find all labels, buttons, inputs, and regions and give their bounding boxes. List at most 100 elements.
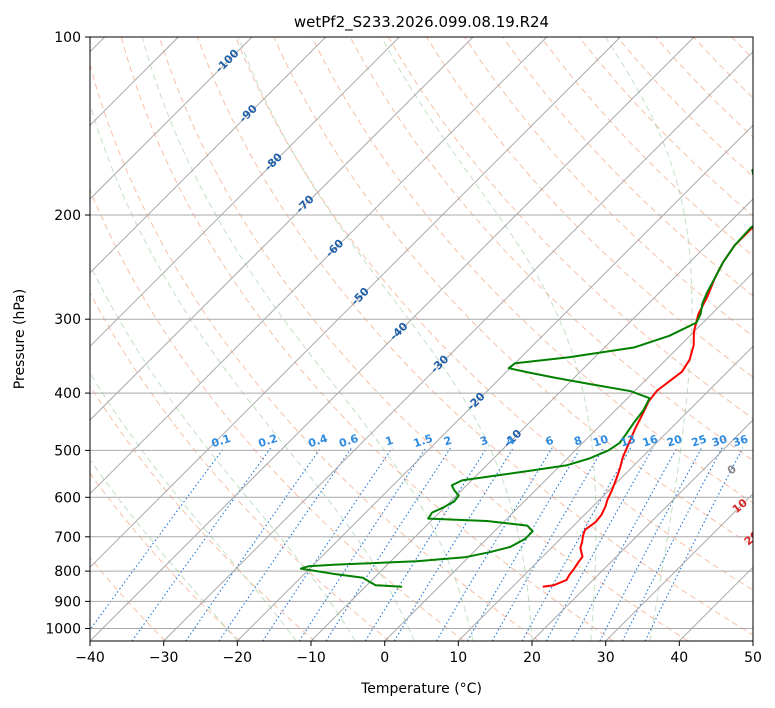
isotherm bbox=[163, 50, 753, 641]
mixing-ratio-label: 0.2 bbox=[257, 432, 280, 450]
x-tick-label: 10 bbox=[449, 650, 467, 666]
mixing-ratio-line bbox=[644, 447, 744, 641]
x-tick-label: 0 bbox=[380, 650, 389, 666]
moist-adiabat bbox=[90, 458, 238, 641]
dry-adiabat bbox=[349, 37, 753, 462]
mixing-ratio-label: 25 bbox=[690, 433, 709, 450]
profile-series bbox=[299, 167, 753, 588]
mixing-ratio-label: 1 bbox=[384, 434, 395, 449]
moist-adiabat bbox=[141, 37, 474, 641]
isotherm-lines bbox=[90, 37, 753, 641]
mixing-ratio-label: 36 bbox=[731, 432, 750, 449]
mixing-ratio-label: 10 bbox=[591, 432, 610, 449]
isotherm bbox=[310, 198, 753, 641]
mixing-ratio-label: 20 bbox=[665, 432, 684, 449]
dry-adiabat bbox=[273, 37, 753, 547]
dry-adiabat bbox=[425, 37, 753, 378]
height-label: 20 bbox=[742, 528, 762, 548]
dry-adiabat bbox=[90, 188, 465, 641]
isotherm bbox=[531, 419, 753, 641]
dry-adiabat bbox=[120, 37, 614, 641]
isotherm bbox=[457, 345, 753, 641]
y-tick-label: 700 bbox=[54, 530, 81, 546]
dry-adiabat bbox=[387, 37, 753, 420]
plot-frame bbox=[89, 36, 754, 642]
dry-adiabat bbox=[90, 472, 241, 641]
moist-adiabats bbox=[90, 37, 693, 641]
mixing-ratio-label: 0.4 bbox=[307, 432, 330, 450]
mixing-ratio-label: 13 bbox=[619, 433, 638, 450]
y-tick-label: 100 bbox=[54, 30, 81, 46]
mixing-ratio-line bbox=[621, 447, 723, 641]
pressure-gridlines bbox=[90, 37, 753, 629]
x-tick-label: −30 bbox=[149, 650, 179, 666]
y-tick-label: 800 bbox=[54, 564, 81, 580]
chart-title: wetPf2_S233.2026.099.08.19.R24 bbox=[294, 13, 549, 32]
height-label: 40 bbox=[770, 585, 775, 605]
mixing-ratio-line bbox=[467, 447, 582, 641]
dry-adiabat bbox=[197, 37, 753, 636]
isotherm bbox=[90, 37, 253, 200]
x-tick-label: 30 bbox=[597, 650, 615, 666]
dry-adiabat bbox=[90, 62, 540, 641]
isotherm bbox=[90, 37, 327, 274]
mixing-ratio-line bbox=[599, 447, 703, 641]
x-axis-ticks: −40 −30 −20 −10 0 10 20 30 40 50 bbox=[75, 641, 762, 666]
x-tick-label: −10 bbox=[296, 650, 326, 666]
x-tick-label: −40 bbox=[75, 650, 105, 666]
dry-adiabat bbox=[655, 37, 753, 138]
y-tick-label: 600 bbox=[54, 490, 81, 506]
isotherm bbox=[90, 37, 400, 348]
mixing-ratio-line bbox=[491, 447, 604, 641]
moist-adiabat bbox=[90, 371, 297, 641]
dry-adiabat bbox=[502, 37, 753, 297]
dry-adiabat bbox=[464, 37, 753, 337]
y-tick-label: 400 bbox=[54, 386, 81, 402]
x-axis-label: Temperature (°C) bbox=[360, 681, 482, 697]
x-tick-label: −20 bbox=[223, 650, 253, 666]
moist-adiabat bbox=[380, 37, 597, 641]
mixing-ratio-line bbox=[185, 447, 322, 641]
mixing-ratio-label: 6 bbox=[544, 434, 556, 449]
height-label: 30 bbox=[753, 557, 773, 577]
mixing-ratio-label: 16 bbox=[641, 432, 660, 449]
mixing-ratio-line bbox=[298, 447, 427, 641]
y-tick-label: 500 bbox=[54, 443, 81, 459]
moist-adiabat bbox=[605, 37, 693, 641]
dry-adiabat bbox=[90, 291, 390, 641]
isotherm bbox=[90, 37, 474, 421]
mixing-ratio-line bbox=[572, 447, 678, 641]
mixing-ratio-labels: 0.1 0.2 0.4 0.6 1 1.5 2 3 4 6 8 10 13 16 20 25 30 36 bbox=[210, 432, 750, 450]
moist-adiabat bbox=[90, 102, 415, 641]
mixing-ratio-line bbox=[131, 447, 272, 641]
height-label: 0 bbox=[725, 462, 739, 477]
isotherm bbox=[90, 37, 621, 569]
dry-adiabat bbox=[311, 37, 753, 504]
y-axis-ticks: 100 200 300 400 500 600 700 800 900 1000 bbox=[45, 30, 90, 638]
mixing-ratio-line bbox=[325, 447, 452, 641]
moist-adiabat bbox=[237, 37, 533, 641]
mixing-ratio-label: 1.5 bbox=[412, 432, 435, 450]
y-tick-label: 300 bbox=[54, 312, 81, 328]
dry-adiabat bbox=[693, 37, 753, 99]
isotherm bbox=[605, 492, 753, 641]
dry-adiabat bbox=[158, 37, 689, 641]
x-tick-label: 50 bbox=[744, 650, 762, 666]
y-tick-label: 200 bbox=[54, 208, 81, 224]
mixing-ratio-line bbox=[364, 447, 488, 641]
moist-adiabat bbox=[90, 263, 356, 641]
dewpoint-profile-line bbox=[299, 167, 753, 588]
x-tick-label: 20 bbox=[523, 650, 541, 666]
mixing-ratio-label: 4 bbox=[505, 434, 517, 449]
y-tick-label: 900 bbox=[54, 594, 81, 610]
y-axis-label: Pressure (hPa) bbox=[12, 289, 28, 389]
isotherm bbox=[90, 37, 695, 641]
mixing-ratio-line bbox=[393, 447, 514, 641]
mixing-ratio-line bbox=[218, 447, 353, 641]
mixing-ratio-label: 2 bbox=[442, 434, 453, 449]
x-tick-label: 40 bbox=[670, 650, 688, 666]
mixing-ratio-label: 30 bbox=[710, 432, 729, 449]
mixing-ratio-line bbox=[90, 447, 225, 631]
